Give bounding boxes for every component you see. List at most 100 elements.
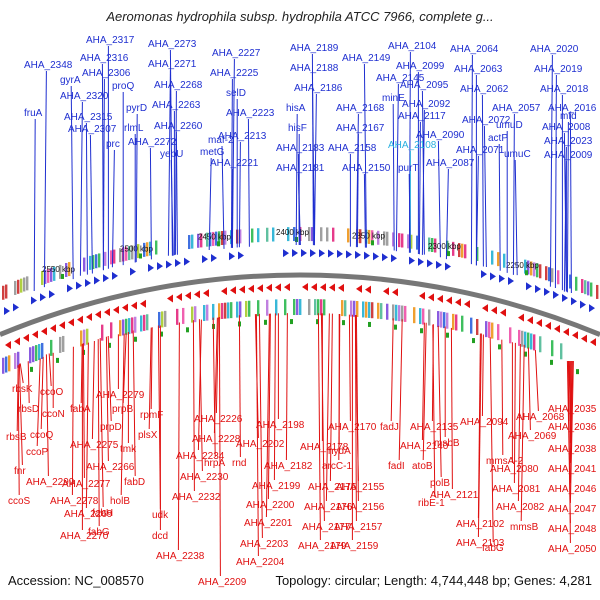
gene-label: hydA xyxy=(328,446,351,457)
gene-arrow xyxy=(365,285,371,294)
feature-stripe xyxy=(110,250,113,265)
gene-label: pyrD xyxy=(126,103,147,114)
gene-arrow xyxy=(49,290,55,299)
feature-stripe xyxy=(524,259,527,274)
gene-label: AHA_2186 xyxy=(294,83,343,94)
gene-label: AHA_2198 xyxy=(256,420,305,431)
gene-leader-line xyxy=(317,313,321,541)
gene-leader-line xyxy=(43,70,47,288)
feature-stripe xyxy=(497,324,500,341)
feature-stripe xyxy=(344,300,347,317)
gene-leader-line xyxy=(566,121,569,293)
feature-stripe xyxy=(392,304,395,321)
gene-leader-line xyxy=(313,93,317,246)
gene-arrow xyxy=(562,294,568,303)
gene-label: AHA_2038 xyxy=(548,444,597,455)
feature-stripe xyxy=(221,230,224,245)
gene-label: AHA_2117 xyxy=(398,111,446,122)
gene-label: AHA_2272 xyxy=(128,137,177,148)
gene-arrow xyxy=(31,296,37,305)
gene-arrow xyxy=(257,284,263,293)
gene-arrow xyxy=(437,294,443,303)
gene-label: AHA_2159 xyxy=(330,541,379,552)
track-marker xyxy=(342,320,345,326)
gene-leader-line xyxy=(514,159,518,276)
feature-stripe xyxy=(434,238,437,253)
gene-arrow xyxy=(391,254,397,263)
track-marker xyxy=(550,359,553,365)
feature-stripe xyxy=(548,267,551,282)
gene-arrow xyxy=(86,313,92,322)
gene-label: AHA_2275 xyxy=(70,440,119,451)
feature-stripe xyxy=(86,328,89,345)
gene-arrow xyxy=(266,283,272,292)
feature-stripe xyxy=(209,232,212,247)
gene-label: AHA_2019 xyxy=(534,64,583,75)
gene-label: AHA_2268 xyxy=(154,80,203,91)
gene-label: AHA_2121 xyxy=(430,490,479,501)
gene-leader-line xyxy=(437,140,441,258)
gene-arrow xyxy=(383,287,389,296)
gene-arrow xyxy=(283,249,289,258)
feature-stripe xyxy=(446,312,449,329)
gene-label: AHA_2168 xyxy=(336,103,385,114)
gene-label: AHA_2221 xyxy=(210,158,259,169)
feature-stripe xyxy=(266,299,269,316)
gene-leader-line xyxy=(554,74,557,289)
feature-stripe xyxy=(113,249,116,264)
gene-label: actP xyxy=(488,133,508,144)
gene-label: ccoS xyxy=(8,496,31,507)
feature-stripe xyxy=(458,243,461,258)
gene-label: umuD xyxy=(496,120,523,131)
gene-arrow xyxy=(85,279,91,288)
gene-arrow xyxy=(445,262,451,271)
gene-leader-line xyxy=(329,313,333,482)
feature-stripe xyxy=(8,355,11,372)
gene-leader-line xyxy=(338,313,341,461)
gene-leader-line xyxy=(19,363,24,384)
feature-stripe xyxy=(287,227,290,242)
feature-stripe xyxy=(218,231,221,246)
feature-stripe xyxy=(2,357,5,374)
gene-arrow xyxy=(239,285,245,294)
gene-arrow xyxy=(41,327,47,336)
gene-arrow xyxy=(338,283,344,292)
gene-label: proQ xyxy=(112,81,134,92)
feature-stripe xyxy=(524,331,527,348)
gene-arrow xyxy=(184,257,190,266)
feature-stripe xyxy=(383,231,386,246)
gene-label: AHA_2176 xyxy=(304,502,353,513)
gene-leader-line xyxy=(481,94,484,267)
feature-stripe xyxy=(353,300,356,317)
feature-stripe xyxy=(368,229,371,244)
gene-label: prpD xyxy=(100,422,122,433)
gene-leader-line xyxy=(325,313,330,502)
feature-stripe xyxy=(110,322,113,339)
gene-label: prc xyxy=(106,139,120,150)
gene-label: AHA_2278 xyxy=(50,496,99,507)
gene-label: AHA_2306 xyxy=(82,68,131,79)
feature-stripe xyxy=(347,228,350,243)
gene-arrow xyxy=(148,263,154,272)
gene-label: fabG xyxy=(482,543,504,554)
feature-stripe xyxy=(224,302,227,319)
feature-stripe xyxy=(311,227,314,242)
gene-label: ccoN xyxy=(42,409,65,420)
feature-stripe xyxy=(50,267,53,282)
gene-label: AHA_2189 xyxy=(290,43,339,54)
gene-label: fabD xyxy=(124,477,145,488)
gene-arrow xyxy=(175,259,181,268)
feature-stripe xyxy=(332,227,335,242)
gene-arrow xyxy=(176,293,182,302)
gene-arrow xyxy=(94,276,100,285)
gene-label: AHA_2103 xyxy=(456,538,505,549)
gene-leader-line xyxy=(148,327,152,430)
feature-stripe xyxy=(128,246,131,261)
gene-label: AHA_2279 xyxy=(96,390,145,401)
gene-leader-line xyxy=(208,157,212,251)
gene-leader-line xyxy=(70,85,74,280)
feature-stripe xyxy=(491,322,494,339)
gene-leader-line xyxy=(520,344,525,522)
gene-label: ribE-1 xyxy=(418,498,445,509)
